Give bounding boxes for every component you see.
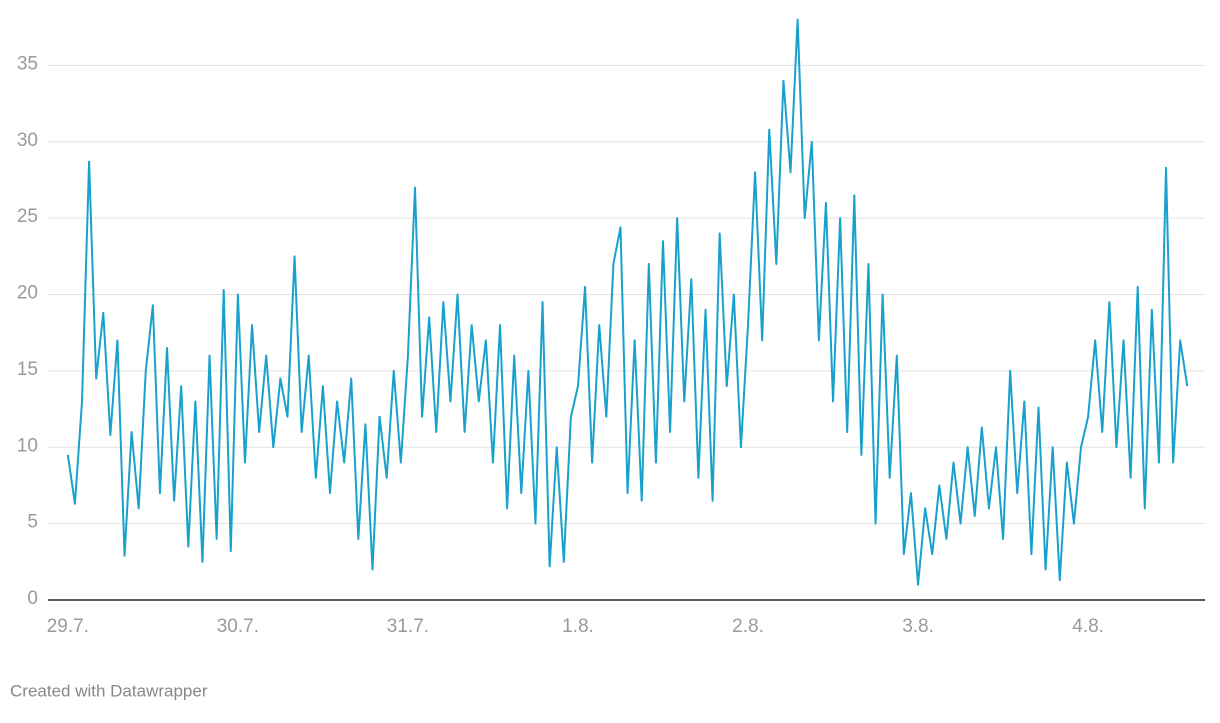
y-tick-label: 20 xyxy=(17,283,38,304)
y-tick-label: 15 xyxy=(17,359,38,380)
y-tick-label: 0 xyxy=(27,588,38,609)
x-tick-label: 30.7. xyxy=(217,616,259,637)
data-line xyxy=(66,18,1189,586)
y-tick-label: 35 xyxy=(17,53,38,74)
x-tick-label: 29.7. xyxy=(47,616,89,637)
credit: Created with Datawrapper xyxy=(10,681,208,700)
x-tick-label: 3.8. xyxy=(902,616,934,637)
y-tick-label: 5 xyxy=(27,512,38,533)
x-tick-label: 1.8. xyxy=(562,616,594,637)
x-tick-label: 31.7. xyxy=(387,616,429,637)
x-tick-label: 4.8. xyxy=(1072,616,1104,637)
y-tick-label: 30 xyxy=(17,130,38,151)
y-tick-label: 10 xyxy=(17,435,38,456)
y-tick-label: 25 xyxy=(17,206,38,227)
x-tick-label: 2.8. xyxy=(732,616,764,637)
